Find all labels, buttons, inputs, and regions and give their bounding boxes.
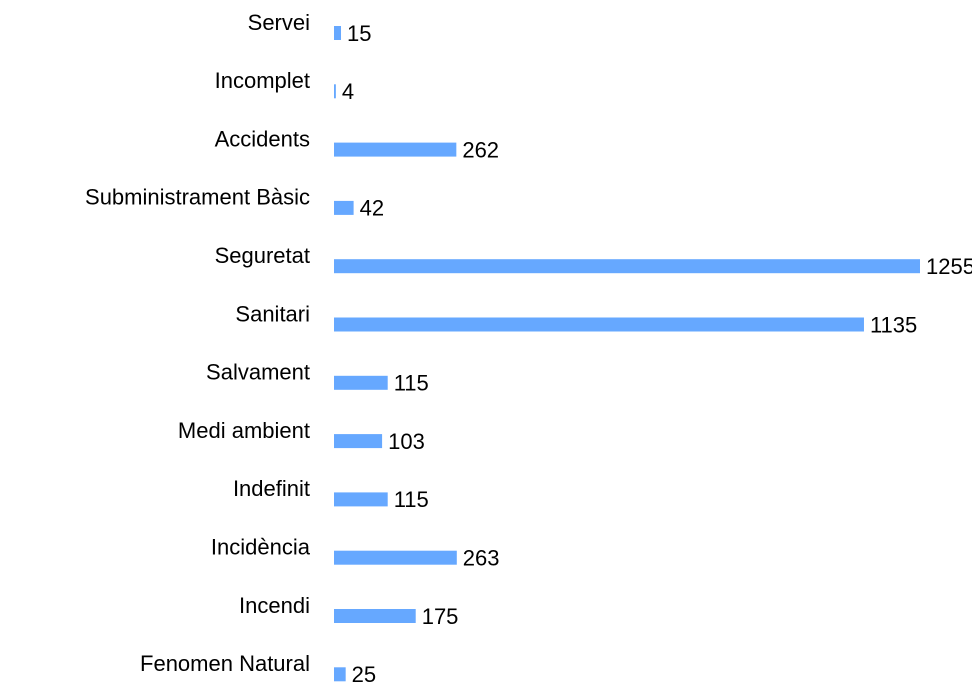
bar [334,492,388,507]
category-label: Incidència [211,535,311,560]
category-label: Incomplet [215,68,310,93]
value-label: 263 [463,546,500,571]
value-label: 115 [394,371,429,396]
category-label: Accidents [215,126,310,151]
bar [334,84,336,99]
bar [334,667,346,682]
category-label: Servei [248,10,310,35]
bar [334,142,457,157]
category-label: Incendi [239,593,310,618]
category-label: Salvament [206,360,310,385]
bar [334,375,388,390]
value-label: 1255 [926,254,972,279]
bar [334,26,342,40]
value-label: 262 [462,137,499,162]
bar [334,200,354,215]
category-label: Medi ambient [178,418,310,443]
category-label: Indefinit [233,476,310,501]
value-label: 25 [352,662,376,687]
value-label: 15 [347,21,371,46]
value-label: 115 [394,487,429,512]
value-label: 42 [360,196,384,221]
category-label: Subministrament Bàsic [85,185,310,210]
bar [334,317,864,332]
value-label: 1135 [870,312,917,337]
category-label: Seguretat [215,243,310,268]
value-label: 175 [422,604,459,629]
category-label: Sanitari [235,301,310,326]
bar [334,550,457,565]
bar [334,434,383,449]
value-label: 4 [342,79,354,104]
value-label: 103 [388,429,425,454]
bar [334,609,416,623]
bar [334,259,920,274]
category-label: Fenomen Natural [140,651,310,676]
